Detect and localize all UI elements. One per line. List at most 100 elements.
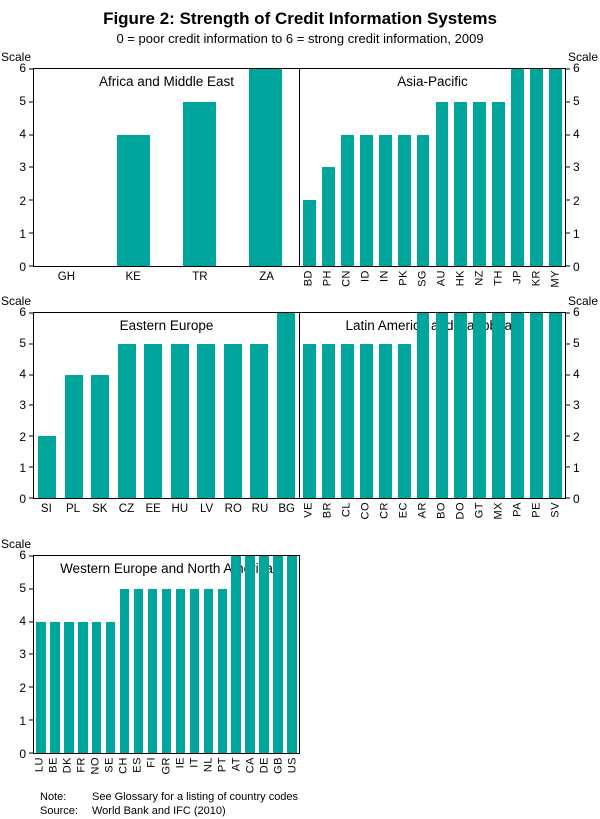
- bar-PE: [530, 312, 544, 498]
- bar-BR: [321, 343, 335, 498]
- x-label-LV: LV: [199, 502, 214, 515]
- x-label-ID: ID: [359, 269, 372, 282]
- bar-RO: [223, 343, 242, 498]
- bar-SI: [38, 436, 57, 498]
- y-tick-label: 4: [19, 614, 26, 629]
- x-label-EE: EE: [145, 502, 161, 515]
- bar-GB: [273, 555, 283, 753]
- bar-CN: [340, 134, 354, 266]
- bar-FI: [147, 588, 158, 753]
- bar-BG: [276, 312, 295, 498]
- x-label-RU: RU: [251, 502, 269, 515]
- x-label-ES: ES: [132, 756, 145, 773]
- panel-title-asia-pacific: Asia-Pacific: [397, 73, 468, 89]
- x-axis-labels-latin-america-and-caribbean: VE BR CL CO CR EC AR BO DO GT MX PA PE SV: [299, 499, 566, 529]
- x-label-BO: BO: [435, 501, 448, 519]
- y-tick-mark: [566, 166, 570, 168]
- x-label-CZ: CZ: [118, 502, 135, 515]
- bar-BD: [303, 200, 316, 266]
- x-axis-labels-western-europe-and-north-america: LU BE DK FR NO SE CH ES FI GR IE IT NL PT AT CA DE GB US: [33, 754, 300, 784]
- x-label-VE: VE: [302, 501, 315, 518]
- x-label-GR: GR: [160, 756, 173, 775]
- plot-western-europe-and-north-america: Western Europe and North America: [29, 554, 300, 754]
- y-tick-mark: [29, 232, 33, 234]
- bar-ZA: [249, 68, 283, 266]
- y-tick-label: 4: [573, 127, 580, 142]
- bar-LV: [197, 343, 216, 498]
- source-line: Source: World Bank and IFC (2010): [40, 804, 600, 818]
- y-tick-label: 5: [573, 94, 580, 108]
- bar-CL: [340, 343, 354, 498]
- x-label-SE: SE: [103, 756, 116, 773]
- y-tick-label: 5: [19, 581, 26, 595]
- y-tick-mark: [29, 653, 33, 655]
- scale-label: Scale: [1, 49, 32, 64]
- y-tick-mark: [566, 343, 570, 345]
- y-tick-mark: [29, 466, 33, 468]
- x-label-SG: SG: [416, 269, 429, 287]
- bar-VE: [303, 343, 316, 498]
- x-label-IE: IE: [174, 756, 187, 769]
- y-tick-label: 2: [573, 193, 580, 208]
- x-label-BR: BR: [321, 501, 334, 519]
- y-tick-mark: [29, 374, 33, 375]
- chart-row-3: Scale 0 1 2 3 4 5 6 Western Europe and North Am…: [0, 538, 600, 784]
- x-label-DE: DE: [258, 756, 271, 774]
- x-label-TH: TH: [492, 269, 505, 286]
- panel-title-eastern-europe: Eastern Europe: [119, 317, 214, 333]
- x-label-GH: GH: [57, 270, 75, 283]
- x-label-IT: IT: [188, 756, 201, 768]
- x-label-BE: BE: [47, 756, 60, 773]
- y-tick-mark: [566, 134, 570, 135]
- y-tick-mark: [29, 134, 33, 135]
- bar-RU: [250, 343, 269, 498]
- bar-AT: [231, 555, 241, 753]
- panel-eastern-europe: Eastern Europe SI PL SK CZ EE HU LV RO RU BG: [29, 311, 300, 529]
- y-tick-mark: [29, 68, 33, 70]
- y-tick-label: 3: [573, 160, 580, 175]
- x-label-PH: PH: [321, 269, 334, 287]
- bar-LU: [36, 621, 46, 753]
- bar-NZ: [473, 101, 487, 266]
- figure-notes: Note: See Glossary for a listing of coun…: [40, 790, 600, 819]
- bar-DO: [454, 312, 468, 498]
- x-label-PE: PE: [531, 501, 544, 518]
- y-tick-label: 4: [19, 367, 26, 382]
- y-tick-mark: [566, 312, 570, 314]
- y-tick-label: 1: [19, 460, 26, 475]
- x-label-AU: AU: [435, 269, 448, 287]
- y-tick-label: 3: [19, 160, 26, 175]
- x-label-CO: CO: [359, 501, 372, 520]
- y-tick-mark: [29, 343, 33, 345]
- x-label-DO: DO: [454, 501, 467, 520]
- source-text: World Bank and IFC (2010): [92, 805, 226, 818]
- bar-DK: [64, 621, 74, 753]
- y-tick-label: 6: [19, 547, 26, 562]
- y-tick-mark: [29, 752, 33, 754]
- y-tick-label: 1: [19, 226, 26, 241]
- x-label-MX: MX: [492, 501, 505, 520]
- y-tick-mark: [29, 166, 33, 168]
- x-label-SI: SI: [40, 502, 52, 515]
- y-tick-label: 2: [19, 429, 26, 444]
- y-axis-right-row-1: Scale 0 1 2 3 4 5 6: [566, 51, 599, 273]
- bar-PT: [217, 588, 228, 753]
- x-label-CH: CH: [118, 756, 131, 774]
- x-label-CA: CA: [244, 756, 257, 774]
- x-label-FR: FR: [75, 756, 88, 773]
- panel-title-western-europe-and-north-america: Western Europe and North America: [60, 560, 273, 576]
- bar-MX: [492, 312, 506, 498]
- panel-title-latin-america-and-caribbean: Latin America and Caribbean: [345, 317, 520, 333]
- x-label-NL: NL: [202, 756, 215, 772]
- bar-PL: [64, 374, 83, 498]
- y-axis-left-row-3: Scale 0 1 2 3 4 5 6: [0, 538, 33, 760]
- plot-africa-and-middle-east: Africa and Middle East: [29, 67, 300, 267]
- y-tick-label: 0: [19, 491, 26, 506]
- y-tick-mark: [566, 101, 570, 103]
- x-label-EC: EC: [397, 501, 410, 519]
- y-tick-label: 3: [573, 398, 580, 413]
- y-tick-mark: [29, 588, 33, 590]
- plot-latin-america-and-caribbean: Latin America and Caribbean: [299, 311, 570, 499]
- y-tick-label: 0: [573, 259, 580, 274]
- bar-CO: [359, 343, 373, 498]
